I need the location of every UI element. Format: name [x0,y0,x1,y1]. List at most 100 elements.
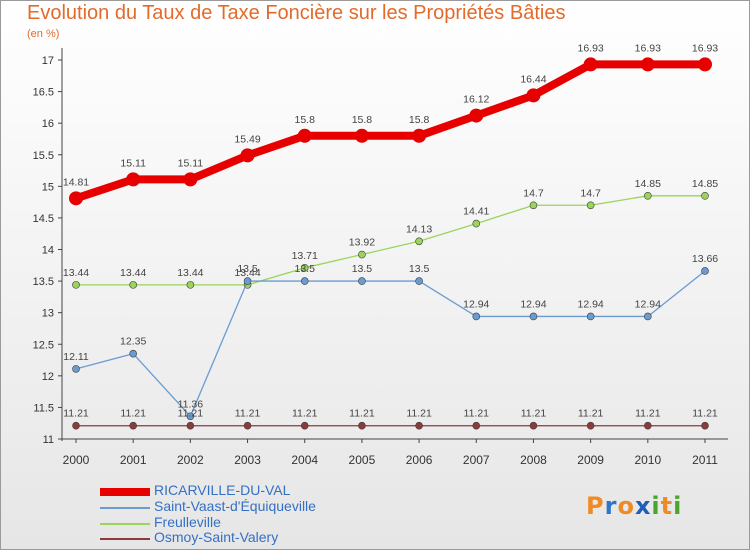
y-tick-label: 11 [43,434,54,446]
legend-label-osmoy: Osmoy-Saint-Valery [154,529,279,545]
data-label: 11.21 [578,408,604,420]
data-label: 16.93 [692,42,718,54]
legend-label-saint-vaast: Saint-Vaast-d'Équiqueville [154,498,316,514]
data-point [69,191,83,206]
data-label: 14.13 [406,223,432,235]
x-tick-label: 2002 [177,453,204,467]
x-tick-label: 2005 [349,453,376,467]
data-label: 13.44 [234,267,260,279]
data-label: 12.94 [520,298,546,310]
data-point [472,219,481,228]
y-tick-label: 14.5 [33,213,54,225]
data-point [72,365,80,373]
data-point [701,421,709,430]
data-point [701,192,709,200]
data-point [586,312,595,321]
data-label: 11.21 [635,408,661,420]
data-point [358,277,366,285]
data-point [472,312,481,321]
data-label: 14.7 [580,187,601,199]
data-label: 15.49 [234,133,260,145]
data-point [186,421,195,430]
x-tick-label: 2007 [463,453,490,467]
data-label: 15.11 [178,157,204,169]
data-label: 14.85 [692,178,718,190]
x-tick-label: 2011 [692,453,718,467]
data-point [472,421,481,430]
data-label: 11.21 [464,408,490,420]
data-point [186,412,195,421]
chart-title: Evolution du Taux de Taxe Foncière sur l… [27,2,566,24]
y-tick-label: 16 [42,118,54,130]
data-label: 13.44 [63,267,89,279]
proxiti-logo: Proxiti [586,492,683,520]
data-label: 14.7 [523,187,544,199]
legend-swatch-osmoy [100,538,150,540]
data-point [72,281,80,289]
y-tick-label: 15.5 [33,150,54,162]
data-point [529,421,538,430]
x-tick-label: 2001 [120,453,147,467]
data-point [644,421,652,430]
data-point [415,277,423,285]
data-label: 11.36 [178,398,204,410]
x-tick-label: 2010 [634,453,661,467]
data-label: 11.21 [406,408,432,420]
data-point [358,250,366,259]
data-point [698,57,712,72]
legend-swatch-freulleville [100,523,150,525]
data-point [529,201,538,210]
data-label: 13.66 [692,253,718,265]
data-point [644,312,652,321]
data-point [526,88,541,103]
data-label: 13.5 [237,263,258,275]
data-label: 11.21 [120,408,146,420]
legend-label-ricarville: RICARVILLE-DU-VAL [154,482,291,498]
data-label: 16.12 [463,94,489,106]
data-label: 13.71 [292,250,318,262]
data-point [129,421,137,430]
y-tick-label: 12 [42,371,54,383]
data-label: 13.5 [409,263,430,275]
y-tick-label: 17 [42,55,54,67]
data-label: 16.44 [520,73,546,85]
data-point [586,201,595,210]
x-tick-label: 2004 [291,453,318,467]
data-point [644,192,652,200]
data-label: 15.8 [409,114,430,126]
data-point [415,421,423,430]
legend-label-freulleville: Freulleville [154,514,221,530]
data-point [358,421,366,430]
data-point [243,421,252,430]
data-label: 11.21 [521,408,547,420]
data-point [243,277,252,285]
data-point [529,312,538,321]
series-line [72,60,709,203]
data-label: 13.5 [295,263,316,275]
data-label: 14.85 [635,178,661,190]
data-point [412,128,427,143]
data-point [300,421,309,430]
data-label: 12.94 [463,298,489,310]
data-point [583,57,598,72]
data-label: 11.21 [692,408,718,420]
data-label: 15.8 [295,114,316,126]
data-label: 13.5 [352,263,373,275]
data-label: 14.41 [463,206,489,218]
y-tick-label: 11.5 [33,402,54,414]
data-label: 13.92 [349,237,375,249]
x-tick-label: 2009 [577,453,604,467]
legend-swatch-ricarville [100,488,150,496]
data-point [354,128,369,143]
data-point [126,172,141,187]
data-point [586,421,595,430]
series-line [75,270,706,417]
data-point [129,349,137,358]
data-label: 15.11 [120,157,146,169]
data-label: 11.21 [235,408,261,420]
data-point [186,281,195,289]
x-tick-label: 2006 [406,453,433,467]
data-label: 11.21 [349,408,375,420]
data-label: 11.21 [63,408,89,420]
